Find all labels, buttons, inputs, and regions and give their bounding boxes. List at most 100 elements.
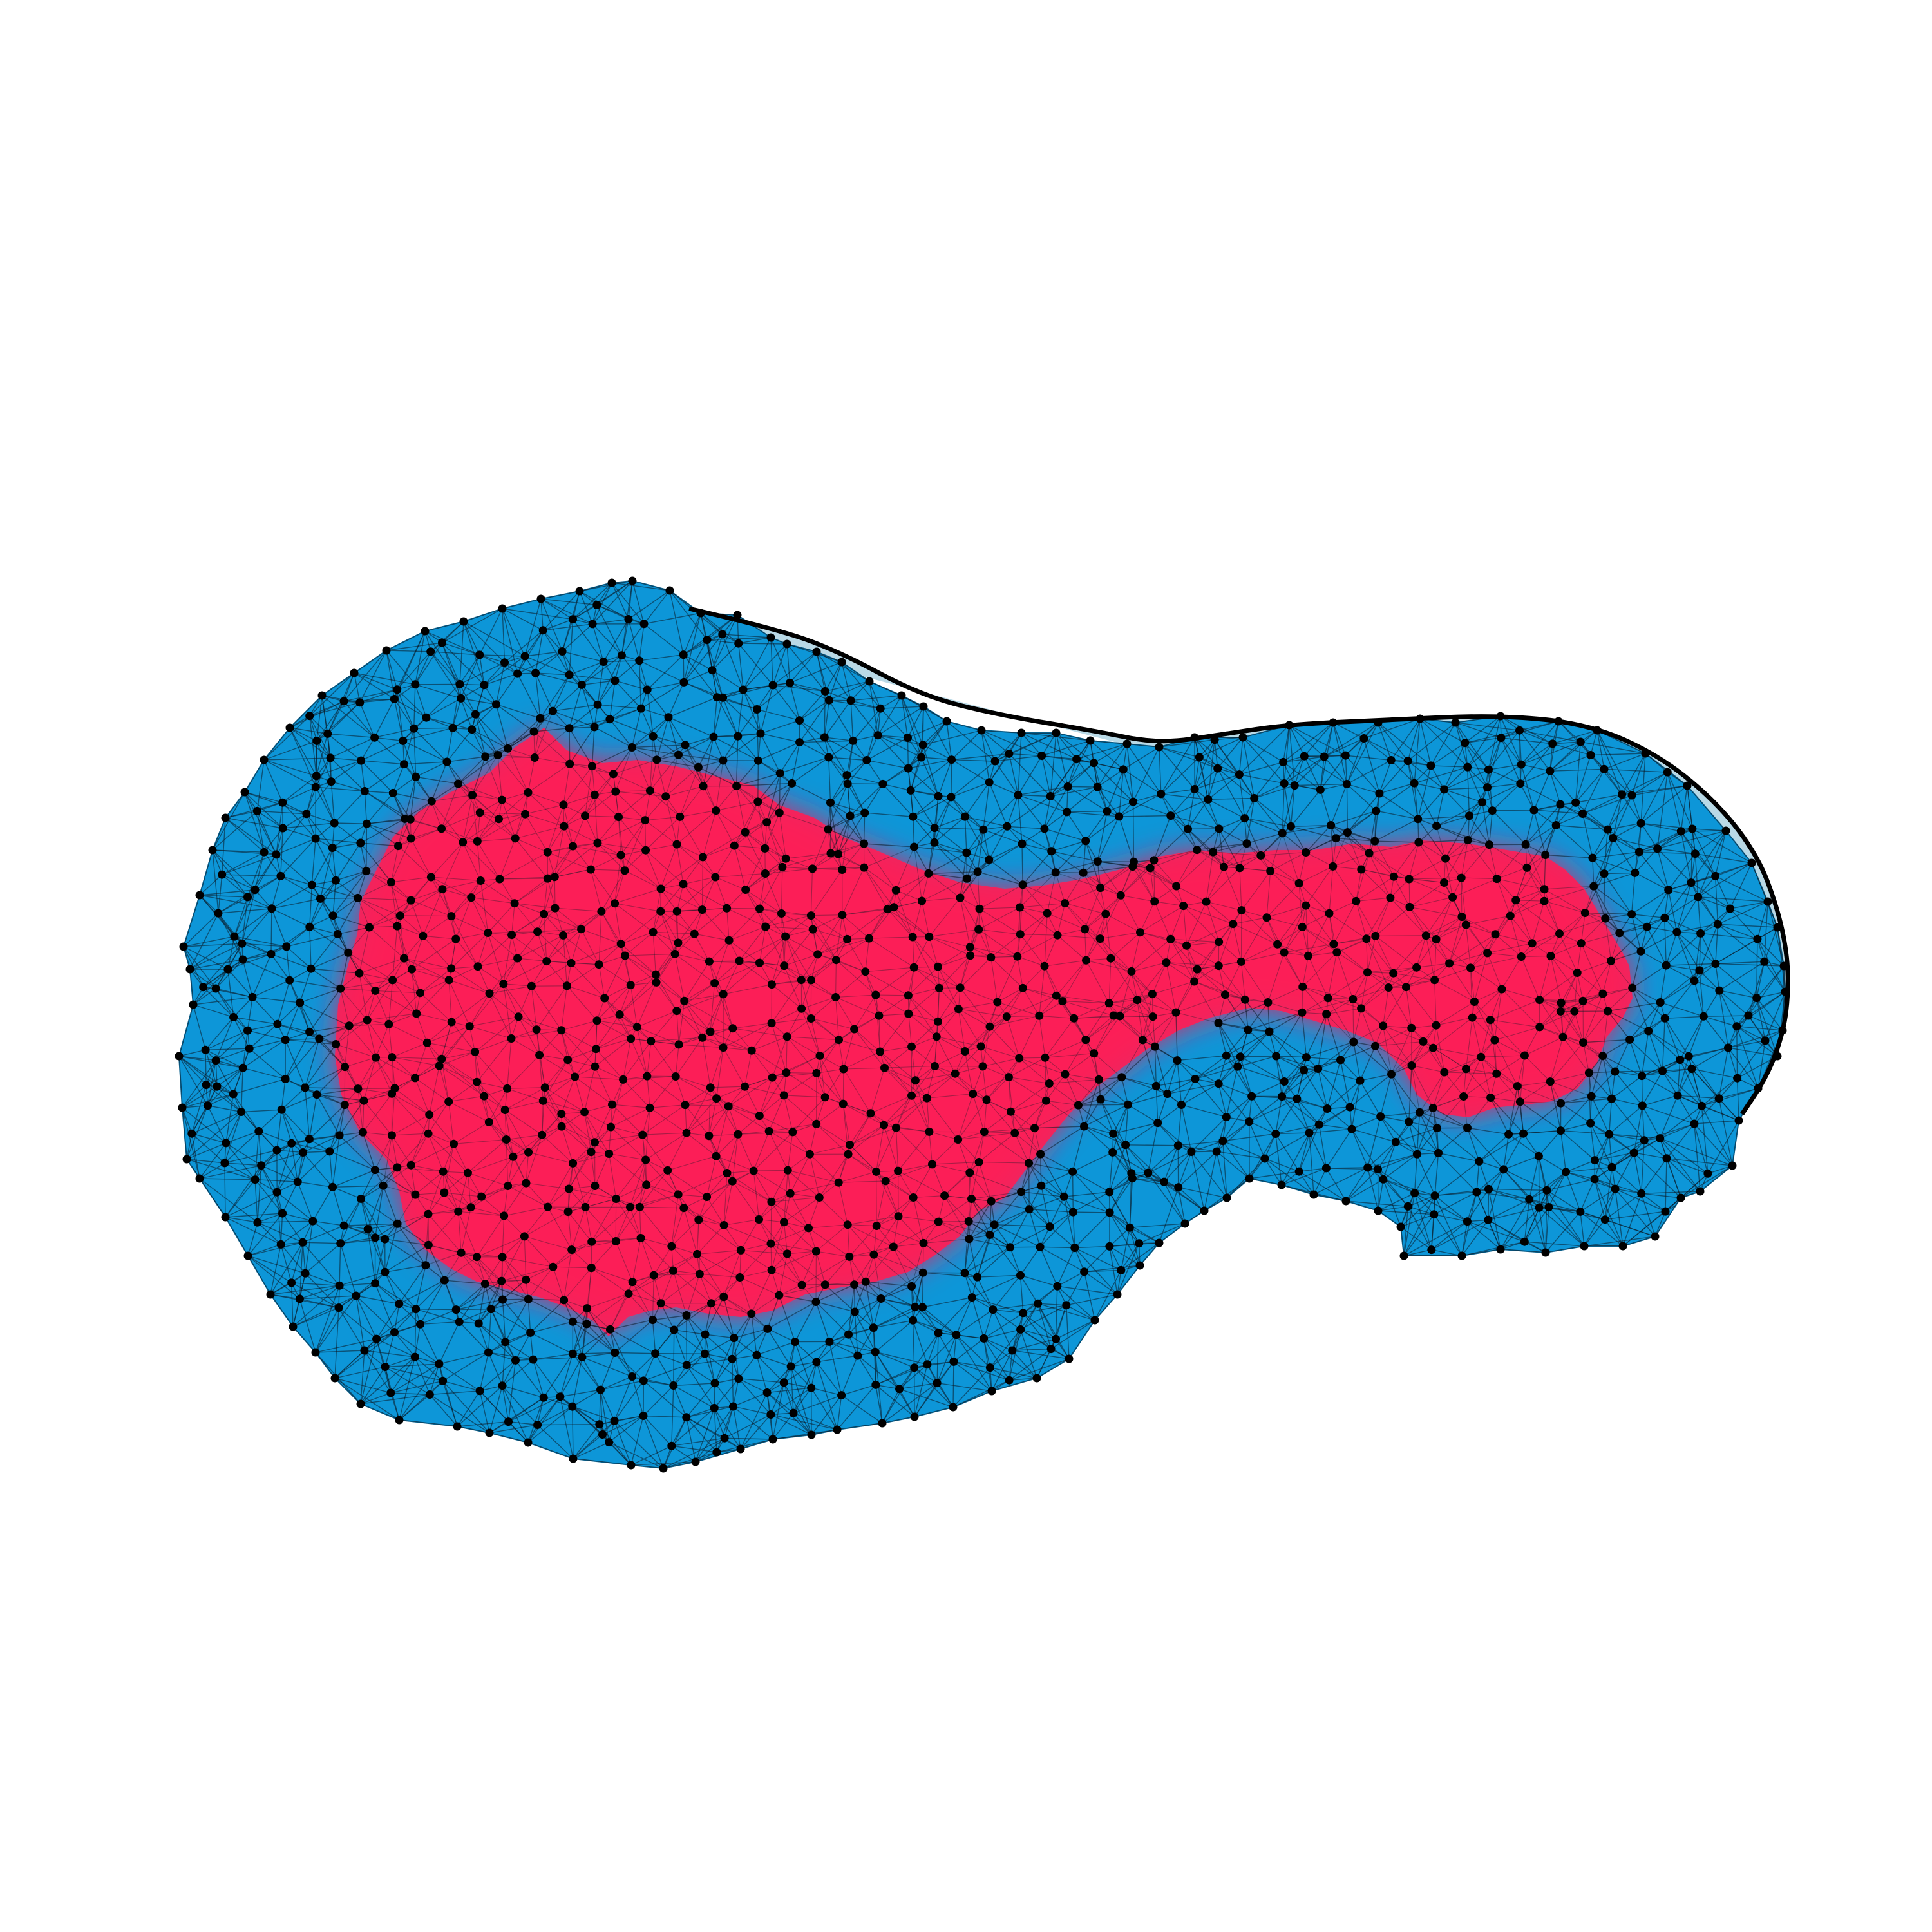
mesh-edge bbox=[316, 734, 328, 777]
mesh-edge bbox=[983, 1338, 1037, 1379]
mesh-edge bbox=[1217, 737, 1244, 769]
mesh-edge bbox=[1240, 1056, 1276, 1057]
mesh-edge bbox=[1378, 1206, 1408, 1211]
mesh-edge bbox=[649, 736, 654, 791]
mesh-edge bbox=[1694, 830, 1727, 855]
mesh-edge bbox=[225, 817, 265, 853]
mesh-edge bbox=[471, 729, 498, 755]
mesh-edge bbox=[1520, 783, 1535, 811]
mesh-edge bbox=[828, 757, 831, 803]
mesh-edge bbox=[527, 1397, 544, 1443]
mesh-edge bbox=[585, 791, 616, 817]
mesh-edge bbox=[639, 623, 645, 661]
mesh-edge bbox=[665, 786, 704, 797]
mesh-edge bbox=[1281, 1132, 1310, 1186]
mesh-edge bbox=[415, 684, 461, 699]
mesh-edge bbox=[182, 1084, 207, 1108]
mesh-edge bbox=[632, 581, 645, 624]
mesh-edge bbox=[816, 1361, 838, 1430]
mesh-edge bbox=[702, 810, 717, 858]
mesh-edge bbox=[1575, 794, 1622, 803]
mesh-edge bbox=[837, 1395, 842, 1430]
mesh-edge bbox=[315, 1307, 339, 1353]
mesh-edge bbox=[736, 760, 759, 787]
mesh-edge bbox=[562, 650, 604, 663]
mesh-edge bbox=[471, 729, 486, 757]
mesh-edge bbox=[907, 768, 939, 797]
mesh-edge bbox=[863, 813, 866, 844]
mesh-edge bbox=[1056, 732, 1077, 760]
mesh-edge bbox=[790, 682, 829, 701]
mesh-edge bbox=[1066, 1305, 1070, 1359]
mesh-edge bbox=[442, 608, 503, 643]
mesh-edge bbox=[1690, 862, 1752, 884]
mesh-edge bbox=[1194, 737, 1240, 775]
mesh-edge bbox=[1582, 768, 1605, 814]
mesh-edge bbox=[257, 810, 307, 815]
mesh-edge bbox=[921, 757, 952, 761]
mesh-edge bbox=[366, 823, 399, 847]
mesh-edge bbox=[1216, 1151, 1250, 1179]
inner-region-group bbox=[335, 728, 1633, 1336]
mesh-edge bbox=[1066, 1294, 1118, 1306]
mesh-edge bbox=[374, 728, 414, 738]
mesh-edge bbox=[552, 684, 582, 712]
mesh-edge bbox=[853, 735, 878, 741]
mesh-edge bbox=[1500, 1198, 1530, 1250]
mesh-edge bbox=[1117, 1243, 1140, 1295]
mesh-edge bbox=[497, 754, 535, 759]
mesh-edge bbox=[757, 782, 792, 802]
mesh-edge bbox=[880, 708, 909, 738]
mesh-edge bbox=[244, 791, 283, 829]
mesh-edge bbox=[283, 822, 335, 829]
mesh-edge bbox=[1294, 784, 1321, 791]
mesh-edge bbox=[189, 969, 216, 989]
mesh-edge bbox=[263, 759, 283, 803]
mesh-edge bbox=[1621, 753, 1646, 795]
mesh-edge bbox=[824, 690, 851, 701]
mesh-edge bbox=[1521, 764, 1551, 772]
mesh-edge bbox=[525, 813, 548, 853]
mesh-edge bbox=[841, 661, 851, 701]
mesh-edge bbox=[1378, 1179, 1384, 1211]
mesh-edge bbox=[458, 783, 480, 813]
mesh-edge bbox=[459, 662, 505, 685]
mesh-edge bbox=[1170, 815, 1220, 829]
mesh-edge bbox=[1434, 1214, 1463, 1256]
mesh-edge bbox=[334, 1332, 395, 1379]
mesh-edge bbox=[392, 776, 417, 793]
mesh-edge bbox=[244, 791, 277, 855]
mesh-edge bbox=[1500, 1207, 1540, 1250]
mesh-edge bbox=[683, 612, 701, 655]
mesh-edge bbox=[1041, 755, 1094, 764]
mesh-edge bbox=[766, 822, 786, 859]
mesh-edge bbox=[663, 1437, 725, 1468]
mesh-edge bbox=[1378, 1193, 1415, 1211]
mesh-edge bbox=[1018, 786, 1068, 796]
mesh-edge bbox=[446, 728, 453, 762]
mesh-edge bbox=[527, 757, 535, 793]
mesh-edge bbox=[1580, 1211, 1624, 1247]
mesh-edge bbox=[244, 791, 265, 853]
mesh-edge bbox=[495, 662, 506, 705]
mesh-edge bbox=[1737, 1056, 1778, 1079]
mesh-edge bbox=[193, 988, 216, 1005]
mesh-edge bbox=[882, 1367, 915, 1424]
mesh-edge bbox=[397, 819, 406, 846]
mesh-edge bbox=[665, 796, 677, 845]
mesh-edge bbox=[479, 654, 485, 685]
mesh-edge bbox=[1582, 795, 1633, 815]
mesh-edge bbox=[647, 654, 684, 690]
mesh-edge bbox=[594, 726, 632, 748]
mesh-edge bbox=[459, 683, 497, 705]
mesh-edge bbox=[922, 730, 982, 746]
mesh-edge bbox=[525, 804, 564, 815]
mesh-edge bbox=[212, 849, 223, 875]
mesh-edge bbox=[1345, 1179, 1384, 1202]
mesh-edge bbox=[685, 736, 714, 746]
mesh-edge bbox=[649, 759, 658, 791]
mesh-edge bbox=[1549, 770, 1577, 803]
mesh-edge bbox=[247, 1222, 258, 1256]
mesh-edge bbox=[1455, 722, 1502, 739]
